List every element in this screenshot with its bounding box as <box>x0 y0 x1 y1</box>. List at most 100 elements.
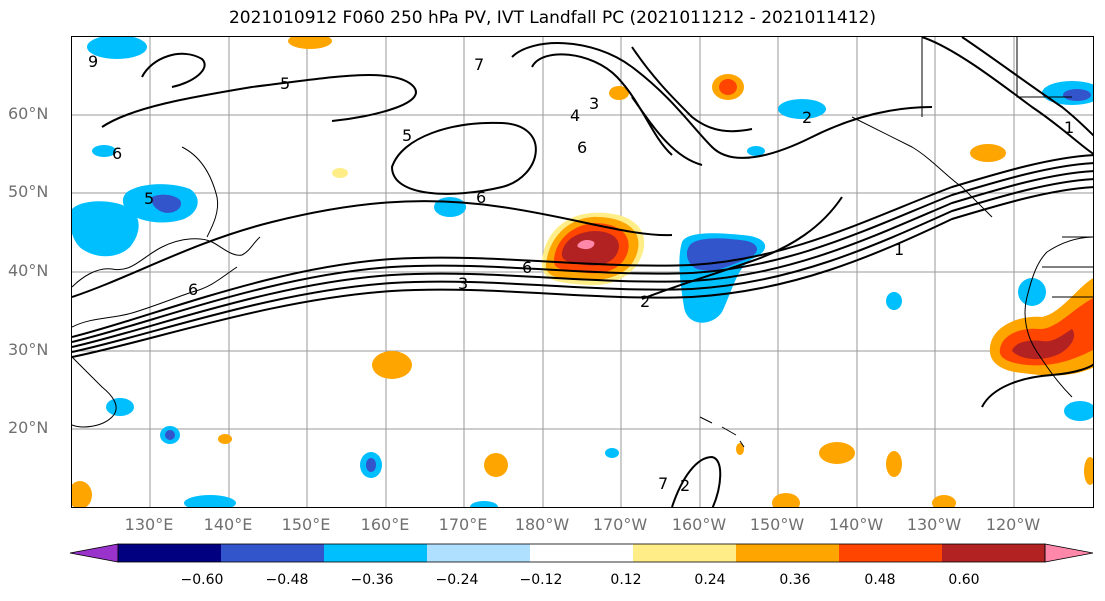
contour-label: 6 <box>188 280 198 299</box>
positive-anomaly-blob <box>932 495 956 507</box>
colorbar-tick: 0.12 <box>610 572 642 588</box>
contour-label: 9 <box>88 52 98 71</box>
lat-label-20n: 20°N <box>8 418 49 437</box>
contour-labels: 9 5 7 3 4 6 5 6 6 5 6 3 2 6 1 7 2 1 2 <box>88 52 1074 495</box>
negative-anomaly-blob <box>87 37 147 59</box>
positive-anomaly-blob <box>886 451 902 477</box>
lat-label-60n: 60°N <box>8 104 49 123</box>
positive-anomaly-blob <box>772 493 800 507</box>
colorbar-tick: 0.48 <box>864 572 896 588</box>
positive-anomaly-blob <box>288 37 332 49</box>
map-panel: 9 5 7 3 4 6 5 6 6 5 6 3 2 6 1 7 2 1 2 <box>71 36 1094 508</box>
lon-label: 160°E <box>360 515 410 534</box>
lon-label: 120°W <box>985 515 1041 534</box>
contour-label: 6 <box>476 188 486 207</box>
lat-label-30n: 30°N <box>8 340 49 359</box>
contour-label: 6 <box>522 258 532 277</box>
lat-label-40n: 40°N <box>8 261 49 280</box>
negative-anomaly-blob <box>1064 401 1093 421</box>
positive-anomaly-blob <box>72 481 92 507</box>
colorbar-tick: 0.36 <box>779 572 811 588</box>
contour-label: 2 <box>802 108 812 127</box>
contour-label: 5 <box>402 126 412 145</box>
lon-label: 150°E <box>281 515 331 534</box>
contour-label: 2 <box>680 476 690 495</box>
contour-label: 3 <box>589 94 599 113</box>
positive-anomaly-blob <box>719 79 737 95</box>
negative-anomaly-blob <box>165 430 175 440</box>
map-title: 2021010912 F060 250 hPa PV, IVT Landfall… <box>228 8 876 28</box>
lon-label: 170°W <box>592 515 648 534</box>
contour-label: 5 <box>280 74 290 93</box>
positive-anomaly-blob <box>577 239 595 250</box>
colorbar-extend-max <box>1044 543 1094 563</box>
lon-label: 170°E <box>438 515 488 534</box>
lon-label: 160°W <box>671 515 727 534</box>
positive-anomaly-blob <box>970 144 1006 162</box>
negative-anomaly-blob <box>470 501 498 507</box>
colorbar-segment <box>324 544 428 562</box>
lon-label: 180°W <box>514 515 570 534</box>
negative-anomaly-blob <box>434 197 466 217</box>
positive-anomaly-blob <box>484 453 508 477</box>
lat-label-50n: 50°N <box>8 182 49 201</box>
contour-label: 7 <box>474 55 484 74</box>
positive-anomaly-blob <box>736 443 744 455</box>
negative-anomaly-blob <box>1018 278 1046 306</box>
contour-label: 3 <box>458 274 468 293</box>
negative-anomaly-blob <box>92 145 116 157</box>
ivt-shading <box>72 37 1093 507</box>
positive-anomaly-blob <box>372 351 412 379</box>
colorbar-tick: −0.12 <box>519 572 563 588</box>
pv-contours <box>72 37 1093 507</box>
negative-anomaly-blob <box>106 398 134 416</box>
negative-anomaly-blob <box>605 448 619 458</box>
negative-anomaly-blob <box>72 201 139 257</box>
contour-label: 6 <box>577 138 587 157</box>
contour-label: 6 <box>112 144 122 163</box>
contour-label: 7 <box>658 474 668 493</box>
colorbar-extend-min <box>69 543 119 563</box>
colorbar-segment <box>530 544 634 562</box>
colorbar-tick: −0.36 <box>350 572 394 588</box>
lon-label: 130°W <box>906 515 962 534</box>
colorbar-segment <box>118 544 222 562</box>
negative-anomaly-blob <box>886 292 902 310</box>
negative-anomaly-blob <box>151 194 182 213</box>
negative-anomaly-blob <box>184 495 236 507</box>
positive-anomaly-blob <box>1012 329 1075 360</box>
colorbar-segments <box>69 543 1094 563</box>
map-canvas: 9 5 7 3 4 6 5 6 6 5 6 3 2 6 1 7 2 1 2 <box>72 37 1093 507</box>
positive-anomaly-blob <box>218 434 232 444</box>
lon-label: 130°E <box>124 515 174 534</box>
lon-label: 140°E <box>203 515 253 534</box>
positive-anomaly-blob <box>332 168 348 178</box>
colorbar-tick: 0.60 <box>948 572 980 588</box>
colorbar-tick: 0.24 <box>694 572 726 588</box>
positive-anomaly-blob <box>609 86 629 100</box>
colorbar-tick: −0.24 <box>435 572 479 588</box>
negative-anomaly-blob <box>747 146 765 156</box>
colorbar-tick: −0.48 <box>265 572 309 588</box>
colorbar-segment <box>839 544 943 562</box>
lon-label: 150°W <box>749 515 805 534</box>
coastlines <box>72 37 1093 448</box>
colorbar-tick: −0.60 <box>180 572 224 588</box>
negative-anomaly-blob <box>686 238 758 271</box>
contour-label: 1 <box>894 240 904 259</box>
negative-anomaly-blob <box>366 458 376 472</box>
colorbar-segment <box>633 544 737 562</box>
contour-label: 2 <box>640 292 650 311</box>
colorbar-segment <box>221 544 325 562</box>
positive-anomaly-blob <box>1084 457 1093 485</box>
colorbar-segment <box>942 544 1046 562</box>
negative-anomaly-blob <box>778 99 826 119</box>
colorbar-segment <box>736 544 840 562</box>
colorbar-border <box>117 543 1046 563</box>
contour-label: 1 <box>1064 118 1074 137</box>
colorbar-segment <box>427 544 531 562</box>
contour-label: 4 <box>570 106 580 125</box>
negative-anomaly-blob <box>1063 89 1091 101</box>
contour-label: 5 <box>144 189 154 208</box>
positive-anomaly-blob <box>819 442 855 464</box>
